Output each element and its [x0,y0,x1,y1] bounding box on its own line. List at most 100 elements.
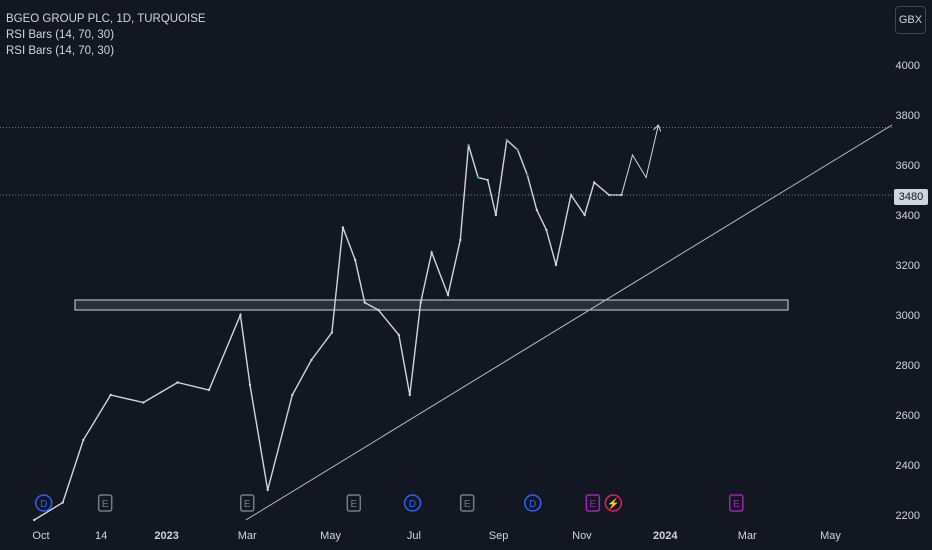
x-tick-label: 2024 [653,530,678,542]
future_earnings-marker-label: E [590,499,597,510]
price-point [419,301,422,304]
y-tick-label: 2400 [896,460,920,472]
future_earnings-marker-shape [729,494,744,512]
price-point [505,138,508,142]
price-point [554,263,558,267]
price-point [583,213,586,217]
dividend-event-marker[interactable]: D [523,494,542,512]
price-point [239,313,242,317]
earnings-event-marker[interactable]: E [239,494,255,512]
dividend-marker-shape [523,494,542,512]
split-event-marker[interactable]: ⚡ [604,494,623,512]
symbol-title[interactable]: BGEO GROUP PLC, 1D, TURQUOISE [6,13,206,25]
dividend-event-marker[interactable]: D [34,494,53,512]
y-tick-label: 3000 [896,310,920,322]
price-point [61,501,65,504]
price-point [291,393,294,397]
price-point [545,228,548,232]
support-zone-layer [74,299,789,311]
x-tick-label: May [320,530,341,542]
future_earnings-event-marker[interactable]: E [729,494,744,512]
earnings-marker-shape [97,494,113,512]
support-zone-box [74,299,789,311]
earnings-event-marker[interactable]: E [97,494,113,512]
y-tick-label: 3800 [896,110,920,122]
indicator-label-2[interactable]: RSI Bars (14, 70, 30) [6,45,115,57]
future_earnings-marker-label: E [733,499,740,510]
price-point [82,438,85,442]
x-tick-label: Nov [572,530,592,542]
price-point [430,251,433,254]
price-series-layer [32,138,623,522]
earnings-event-marker[interactable]: E [459,494,475,512]
projection-arrowhead [653,124,662,132]
future_earnings-marker-shape [585,494,601,512]
y-tick-label: 3600 [896,160,920,172]
currency-button[interactable]: GBX [895,6,926,34]
last-price-label: 3480 [894,189,928,205]
time-axis[interactable]: Oct 14 2023 Mar May Jul Sep Nov 2024 Mar May [32,530,841,542]
price-point [266,488,269,492]
x-tick-label: Mar [238,530,257,542]
x-tick-label: Sep [489,530,509,542]
price-point [176,381,179,384]
price-point [526,173,529,177]
earnings-marker-label: E [464,499,471,510]
y-tick-label: 2200 [896,510,920,522]
dividend-marker-shape [34,494,53,512]
x-tick-label: Oct [32,530,49,542]
price-point [494,213,498,217]
price-point [341,226,345,229]
y-tick-label: 4000 [896,60,920,72]
chart-legend: BGEO GROUP PLC, 1D, TURQUOISE RSI Bars (… [6,11,206,59]
future_earnings-event-marker[interactable]: E [585,494,601,512]
dividend-marker-label: D [409,499,416,510]
price-point [207,388,211,392]
price-point [408,393,412,397]
events-layer: D E E E D E D E ⚡ E [34,494,744,512]
dividend-marker-label: D [40,499,47,510]
earnings-marker-label: E [244,499,251,510]
x-tick-label: May [820,530,841,542]
dividend-marker-shape [403,494,422,512]
price-point [363,301,366,304]
price-point [377,308,380,312]
earnings-marker-label: E [350,499,357,510]
price-point [535,208,539,212]
price-point [310,358,313,362]
price-axis[interactable]: 2200 2400 2600 2800 3000 3200 3400 3600 3800 4000 [896,60,920,522]
price-point [467,143,470,147]
price-point [516,148,519,152]
earnings-marker-shape [346,494,362,512]
split-marker-label: ⚡ [607,497,619,510]
y-tick-label: 3400 [896,210,920,222]
earnings-marker-label: E [102,499,109,510]
y-tick-label: 3200 [896,260,920,272]
price-series-line [33,138,622,521]
price-point [109,393,112,397]
trendline [245,124,893,521]
dividend-marker-label: D [529,499,536,510]
x-tick-label: 2023 [154,530,178,542]
indicator-label-1[interactable]: RSI Bars (14, 70, 30) [6,29,115,41]
y-tick-label: 2600 [896,410,920,422]
price-point [32,518,36,522]
projection-path [621,124,659,196]
earnings-marker-shape [239,494,255,512]
price-point [248,383,252,387]
earnings-marker-shape [459,494,475,512]
price-point [446,293,450,297]
price-point [330,331,334,334]
price-point [476,176,480,179]
price-point [397,333,401,337]
price-point [486,178,489,182]
price-point [593,181,596,184]
price-point [353,258,357,262]
price-point [142,401,145,404]
drawing-layer [0,124,893,521]
split-marker-shape [604,494,623,512]
x-tick-label: 14 [95,530,107,542]
dividend-event-marker[interactable]: D [403,494,422,512]
earnings-event-marker[interactable]: E [346,494,362,512]
